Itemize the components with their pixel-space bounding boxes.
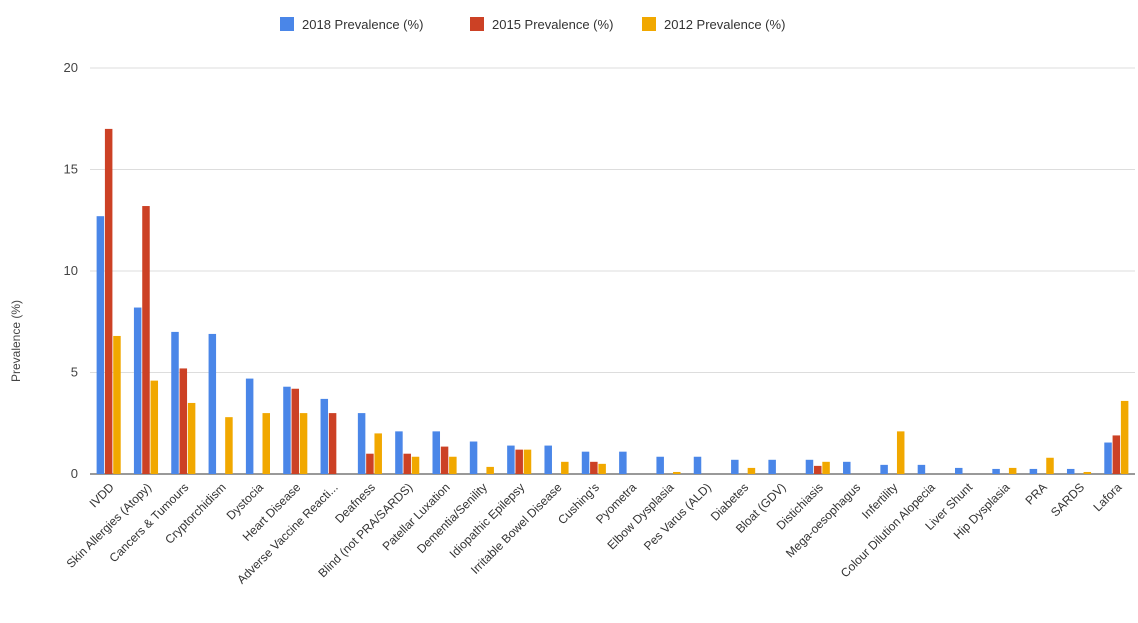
bar [747, 467, 756, 474]
bar [283, 386, 291, 474]
category-label: Pes Varus (ALD) [641, 480, 714, 553]
bar [581, 451, 590, 474]
bar [395, 431, 403, 474]
bar [469, 441, 478, 474]
bar [523, 449, 532, 474]
bar [805, 459, 814, 474]
bar [1104, 442, 1112, 474]
bar [133, 307, 142, 474]
bar [619, 451, 627, 474]
bar [507, 445, 515, 474]
bar [693, 456, 702, 474]
bar [208, 333, 217, 474]
bar [590, 461, 598, 474]
legend-swatch [280, 17, 294, 31]
bar [1112, 435, 1121, 474]
category-label: Patellar Luxation [380, 480, 453, 553]
bar [299, 413, 308, 474]
bar [880, 464, 888, 474]
bar [320, 398, 329, 474]
bar [1083, 471, 1092, 474]
bar [656, 456, 664, 474]
y-tick-label: 20 [64, 60, 78, 75]
bar [486, 466, 494, 474]
legend-swatch [470, 17, 484, 31]
bar [1008, 467, 1017, 474]
y-tick-label: 5 [71, 365, 78, 380]
bar [917, 464, 926, 474]
category-label: Cushing's [555, 480, 602, 527]
bar [673, 471, 681, 474]
category-label: Elbow Dysplasia [604, 480, 676, 552]
bar [245, 378, 254, 474]
bar [142, 206, 150, 475]
bar [225, 417, 233, 474]
bar [262, 413, 270, 474]
bar [374, 433, 382, 474]
y-axis-tick-labels: 0 5 10 15 20 [64, 60, 78, 481]
bar [150, 380, 159, 474]
bar [955, 467, 963, 474]
bar [1066, 468, 1075, 474]
bar [1029, 468, 1038, 474]
bar [440, 446, 449, 474]
y-axis-title: Prevalence (%) [9, 300, 23, 382]
bar [814, 465, 822, 474]
bar [171, 331, 179, 474]
bar [544, 445, 552, 474]
bar [515, 449, 523, 474]
bar [432, 431, 441, 474]
bar [1046, 457, 1054, 474]
legend-label: 2012 Prevalence (%) [664, 17, 785, 32]
bar [449, 456, 457, 474]
bar [896, 431, 905, 474]
legend: 2018 Prevalence (%) 2015 Prevalence (%) 20… [280, 17, 785, 32]
category-label: PRA [1022, 480, 1049, 507]
bar [187, 402, 196, 474]
bar [822, 461, 830, 474]
bar [96, 216, 105, 474]
y-tick-label: 0 [71, 466, 78, 481]
bar [768, 459, 776, 474]
bar [411, 456, 420, 474]
bar [731, 459, 739, 474]
legend-label: 2018 Prevalence (%) [302, 17, 423, 32]
bar [113, 335, 121, 474]
bar [328, 413, 337, 474]
bar [561, 461, 569, 474]
bar [843, 461, 851, 474]
bar [1120, 400, 1129, 474]
y-tick-label: 10 [64, 263, 78, 278]
bar [403, 453, 411, 474]
bars [96, 128, 1129, 475]
bar [992, 468, 1000, 474]
category-label: IVDD [87, 480, 117, 510]
bar [291, 388, 300, 474]
bar [357, 413, 366, 474]
bar [366, 453, 374, 474]
legend-swatch [642, 17, 656, 31]
bar [179, 368, 188, 474]
legend-label: 2015 Prevalence (%) [492, 17, 613, 32]
bar [598, 463, 606, 474]
category-label: Lafora [1090, 480, 1124, 514]
category-label: SARDS [1048, 480, 1087, 519]
bar [104, 128, 113, 474]
y-tick-label: 15 [64, 162, 78, 177]
